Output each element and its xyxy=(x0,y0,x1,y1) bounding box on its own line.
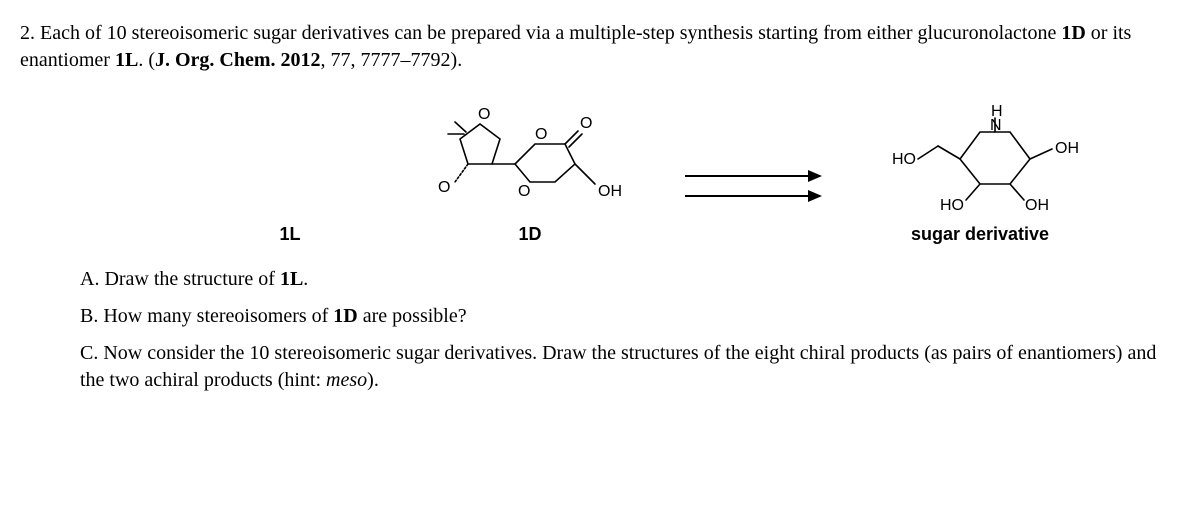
atom-O: O xyxy=(535,126,547,143)
B-prefix: B. xyxy=(80,305,103,327)
C-prefix: C. xyxy=(80,342,103,364)
fig-1D: O O O O O OH 1D xyxy=(420,104,640,246)
arrow-svg xyxy=(680,166,830,206)
C-ital: meso xyxy=(326,369,367,391)
atom-HO: HO xyxy=(892,151,916,168)
question-stem: 2. Each of 10 stereoisomeric sugar deriv… xyxy=(20,20,1180,74)
atom-OH: OH xyxy=(1055,140,1079,157)
B-tail: are possible? xyxy=(358,305,467,327)
mol-deriv-svg: H N HO OH HO OH xyxy=(870,104,1090,214)
subq-C: C. Now consider the 10 stereoisomeric su… xyxy=(80,340,1180,394)
q-citation-tail: , 77, 7777–7792). xyxy=(321,49,463,71)
atom-O: O xyxy=(438,179,450,196)
A-bold: 1L xyxy=(280,268,303,290)
C-text: Now consider the 10 stereoisomeric sugar… xyxy=(80,342,1156,391)
atom-OH: OH xyxy=(598,183,622,200)
atom-OH: OH xyxy=(1025,197,1049,214)
figure-row: 1L xyxy=(20,104,1180,246)
fig-derivative: H N HO OH HO OH sugar derivative xyxy=(870,104,1090,246)
label-deriv: sugar derivative xyxy=(911,222,1049,246)
q-citation: J. Org. Chem. 2012 xyxy=(155,49,321,71)
q-number: 2. xyxy=(20,22,35,44)
subq-B: B. How many stereoisomers of 1D are poss… xyxy=(80,303,1180,330)
A-prefix: A. xyxy=(80,268,104,290)
B-bold: 1D xyxy=(333,305,357,327)
atom-O: O xyxy=(518,183,530,200)
C-tail: ). xyxy=(367,369,379,391)
atom-HO: HO xyxy=(940,197,964,214)
fig-1L: 1L xyxy=(160,114,420,246)
B-text: How many stereoisomers of xyxy=(103,305,333,327)
q-stem-1: Each of 10 stereoisomeric sugar derivati… xyxy=(40,22,1061,44)
subq-A: A. Draw the structure of 1L. xyxy=(80,266,1180,293)
q-stem-3: . ( xyxy=(138,49,155,71)
atom-O: O xyxy=(478,106,490,123)
mol-1D-svg: O O O O O OH xyxy=(420,104,640,214)
atom-O: O xyxy=(580,115,592,132)
atom-N: N xyxy=(990,117,1002,134)
A-text: Draw the structure of xyxy=(104,268,280,290)
label-1D: 1D xyxy=(518,222,541,246)
A-tail: . xyxy=(303,268,308,290)
label-1L: 1L xyxy=(279,222,300,246)
reaction-arrow xyxy=(680,166,830,246)
q-1d: 1D xyxy=(1061,22,1085,44)
q-1l: 1L xyxy=(115,49,138,71)
